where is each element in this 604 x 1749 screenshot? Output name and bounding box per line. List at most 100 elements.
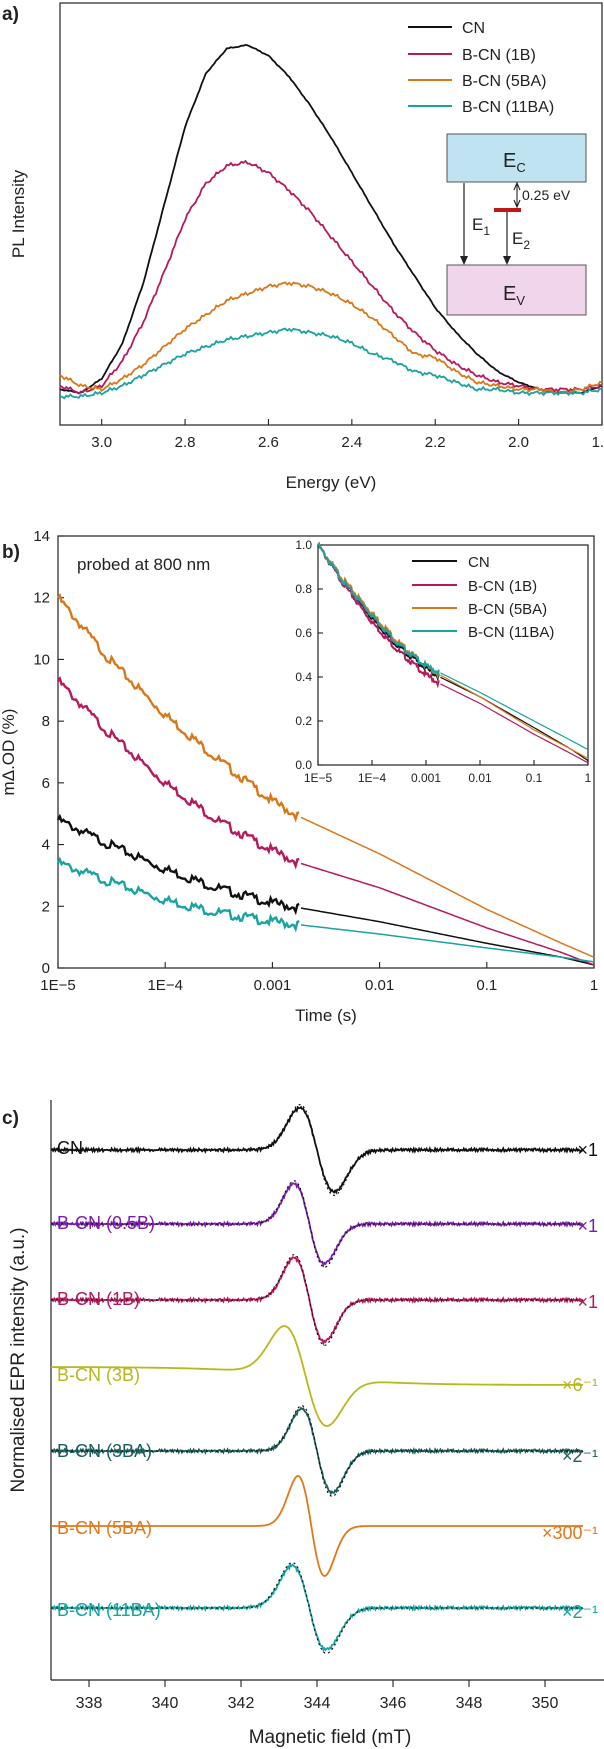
panel-a-label: a) [2, 4, 19, 25]
inset-y-tick-label: 0.0 [295, 758, 312, 772]
inset-fit-b-cn-11ba [440, 672, 589, 751]
inset-x-tick-label: 0.01 [468, 771, 492, 785]
panel-b-y-tick-label: 0 [42, 960, 50, 977]
epr-scale-b-cn-0-5b: ×1 [577, 1216, 598, 1236]
ta-decay-b-cn-1b [57, 676, 300, 870]
conduction-band-label: EC [503, 150, 526, 175]
panel-a-x-tick-label: 3.0 [91, 434, 112, 451]
inset-y-tick-label: 1.0 [295, 538, 312, 552]
panel-b-x-tick-label: 0.1 [476, 977, 497, 994]
panel-b-label: b) [2, 542, 20, 563]
inset-x-ticks: 1E−5 1E−4 0.001 0.01 0.1 1 [304, 760, 592, 785]
panel-a-x-tick-label: 1.8 [592, 434, 604, 451]
panel-b-inset: 1E−5 1E−4 0.001 0.01 0.1 1 0.0 0.2 0.4 0.6 0.8 1.0… [295, 538, 591, 785]
epr-label-b-cn-0-5b: B-CN (0.5B) [57, 1213, 155, 1233]
panel-c-series-labels: CN ×1 B-CN (0.5B) ×1 B-CN (1B) ×1 B-CN (3B) ×6⁻… [57, 1138, 598, 1622]
inset-y-tick-label: 0.8 [295, 582, 312, 596]
panel-a-x-label: Energy (eV) [286, 473, 377, 492]
pl-curve-b-cn-5ba [59, 281, 603, 396]
panel-b-y-tick-label: 6 [42, 775, 50, 792]
panel-c-epr-spectra: c) 338 340 342 344 346 348 350 CN ×1 B-CN (0.5B)… [2, 1100, 604, 1748]
inset-decay-cn [317, 541, 440, 682]
inset-y-tick-label: 0.6 [295, 626, 312, 640]
panel-a-axes-frame [59, 2, 603, 426]
valence-band-box [446, 264, 587, 316]
epr-spectrum-b-cn-11ba [50, 1563, 584, 1653]
panel-c-series [50, 1103, 584, 1655]
panel-b-y-label: mΔ.OD (%) [0, 709, 18, 796]
panel-b-y-tick-label: 14 [33, 528, 50, 545]
panel-b-x-label: Time (s) [295, 1006, 357, 1025]
panel-b-x-tick-label: 1 [590, 977, 598, 994]
epr-scale-b-cn-3b: ×6⁻¹ [562, 1375, 598, 1395]
band-diagram-inset: EC EV E1 E2 0.25 eV [446, 133, 587, 316]
epr-label-b-cn-5ba: B-CN (5BA) [57, 1518, 152, 1538]
legend-label-b-cn-1b: B-CN (1B) [462, 47, 536, 64]
epr-scale-cn: ×1 [577, 1140, 598, 1160]
epr-scale-b-cn-11ba: ×2⁻¹ [562, 1602, 598, 1622]
epr-spectrum-b-cn-3b [51, 1325, 583, 1427]
valence-band-label: EV [503, 283, 525, 308]
epr-label-b-cn-11ba: B-CN (11BA) [57, 1600, 161, 1620]
ta-fit-cn [300, 907, 595, 966]
epr-label-b-cn-1b: B-CN (1B) [57, 1289, 140, 1309]
panel-c-x-tick-label: 348 [456, 1695, 483, 1712]
panel-c-y-label: Normalised EPR intensity (a.u.) [8, 1227, 29, 1492]
inset-series [317, 541, 589, 764]
inset-x-tick-label: 1E−4 [358, 771, 387, 785]
panel-b-x-tick-label: 0.01 [365, 977, 394, 994]
pl-curve-b-cn-1b [59, 159, 603, 395]
inset-x-tick-label: 1 [585, 771, 592, 785]
inset-fit-b-cn-1b [440, 683, 589, 764]
panel-b-x-tick-label: 1E−5 [40, 977, 75, 994]
panel-c-x-ticks: 338 340 342 344 346 348 350 [76, 1680, 558, 1712]
inset-decay-b-cn-5ba [317, 541, 440, 680]
e2-label: E2 [512, 229, 530, 252]
panel-b-x-ticks: 1E−5 1E−4 0.001 0.01 0.1 1 [40, 962, 598, 994]
epr-label-b-cn-3ba: B-CN (3BA) [57, 1441, 152, 1461]
inset-y-tick-label: 0.2 [295, 714, 312, 728]
pl-curve-cn [59, 43, 603, 395]
panel-a-x-ticks: 3.0 2.8 2.6 2.4 2.2 2.0 1.8 [91, 419, 604, 451]
panel-b-y-tick-label: 8 [42, 713, 50, 730]
panel-b-y-tick-label: 10 [33, 651, 50, 668]
inset-y-ticks: 0.0 0.2 0.4 0.6 0.8 1.0 [295, 538, 323, 772]
ta-fit-b-cn-5ba [300, 816, 595, 958]
gap-energy-label: 0.25 eV [522, 187, 571, 203]
ta-decay-b-cn-5ba [57, 593, 300, 823]
panel-c-x-tick-label: 344 [304, 1695, 331, 1712]
inset-fit-cn [440, 676, 589, 762]
probe-annotation: probed at 800 nm [77, 555, 210, 574]
epr-spectrum-b-cn-1b [50, 1255, 584, 1346]
panel-c-x-tick-label: 346 [380, 1695, 407, 1712]
panel-a-x-tick-label: 2.0 [508, 434, 529, 451]
pl-curve-b-cn-11ba [59, 327, 603, 400]
inset-axes-frame [317, 544, 589, 766]
epr-spectrum-b-cn-5ba [51, 1475, 583, 1577]
epr-scale-b-cn-3ba: ×2⁻¹ [562, 1446, 598, 1466]
legend-label-cn: CN [462, 20, 485, 37]
panel-b-x-tick-label: 0.001 [254, 977, 292, 994]
inset-legend-label-b-cn-1b: B-CN (1B) [468, 578, 537, 595]
epr-fit-cn [51, 1103, 583, 1197]
gap-arrowheads-icon [513, 181, 521, 209]
ta-decay-b-cn-11ba [56, 856, 300, 933]
ta-decay-cn [56, 813, 300, 916]
panel-a-y-label: PL Intensity [9, 169, 28, 258]
epr-spectrum-b-cn-3ba [50, 1406, 584, 1496]
panel-c-x-tick-label: 342 [228, 1695, 255, 1712]
panel-a-series [59, 43, 603, 400]
panel-b-legend: CN B-CN (1B) B-CN (5BA) B-CN (11BA) [412, 554, 554, 641]
epr-scale-b-cn-5ba: ×300⁻¹ [542, 1523, 598, 1543]
panel-b-y-ticks: 0 2 4 6 8 10 12 14 [33, 528, 64, 977]
epr-scale-b-cn-1b: ×1 [577, 1292, 598, 1312]
inset-fit-b-cn-5ba [440, 674, 589, 759]
inset-legend-label-b-cn-11ba: B-CN (11BA) [468, 624, 554, 641]
e1-label: E1 [472, 215, 490, 238]
legend-label-b-cn-11ba: B-CN (11BA) [462, 99, 554, 116]
epr-label-b-cn-3b: B-CN (3B) [57, 1365, 140, 1385]
panel-b-y-tick-label: 2 [42, 898, 50, 915]
epr-fit-b-cn-0-5b [51, 1180, 583, 1268]
panel-a-x-tick-label: 2.8 [175, 434, 196, 451]
